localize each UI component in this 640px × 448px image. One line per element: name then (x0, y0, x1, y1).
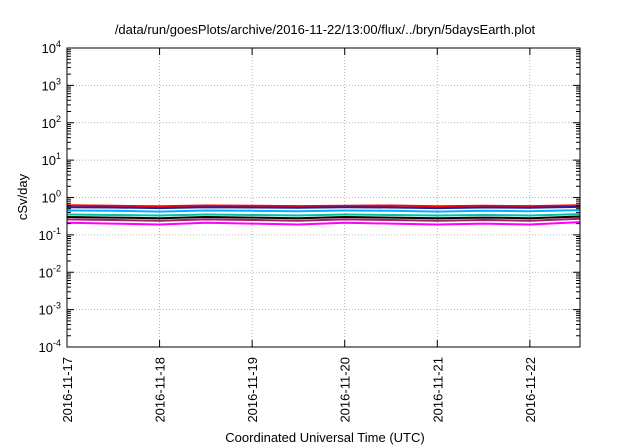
y-tick-labels: 104 103 102 101 100 10-1 10-2 10-3 10-4 (39, 39, 61, 355)
x-tick-label: 2016-11-17 (60, 357, 75, 423)
series-line (66, 213, 581, 217)
x-tick-label: 2016-11-19 (245, 357, 260, 423)
series-line (66, 205, 581, 210)
y-tick-label: 100 (42, 189, 61, 206)
chart-title: /data/run/goesPlots/archive/2016-11-22/1… (115, 22, 536, 37)
x-tick-labels: 2016-11-17 2016-11-18 2016-11-19 2016-11-20… (60, 357, 538, 423)
series-line (66, 221, 581, 226)
y-axis-label: cSv/day (15, 173, 30, 220)
series-lines (66, 204, 581, 226)
series-line (66, 209, 581, 213)
x-tick-label: 2016-11-22 (523, 357, 538, 423)
y-tick-label: 104 (42, 39, 61, 56)
x-tick-label: 2016-11-21 (430, 357, 445, 423)
axis-ticks (66, 47, 580, 348)
y-tick-label: 102 (42, 114, 61, 131)
y-tick-label: 10-3 (39, 301, 61, 318)
series-line (66, 215, 581, 220)
grid (67, 48, 580, 347)
series-line (66, 217, 581, 222)
series-line (66, 204, 581, 208)
x-axis-label: Coordinated Universal Time (UTC) (225, 430, 424, 445)
x-tick-label: 2016-11-18 (153, 357, 168, 423)
y-tick-label: 101 (42, 151, 61, 168)
y-tick-label: 103 (42, 76, 61, 93)
y-tick-label: 10-1 (39, 226, 61, 243)
y-tick-label: 10-2 (39, 263, 61, 280)
y-tick-label: 10-4 (39, 338, 61, 355)
x-tick-label: 2016-11-20 (338, 357, 353, 423)
